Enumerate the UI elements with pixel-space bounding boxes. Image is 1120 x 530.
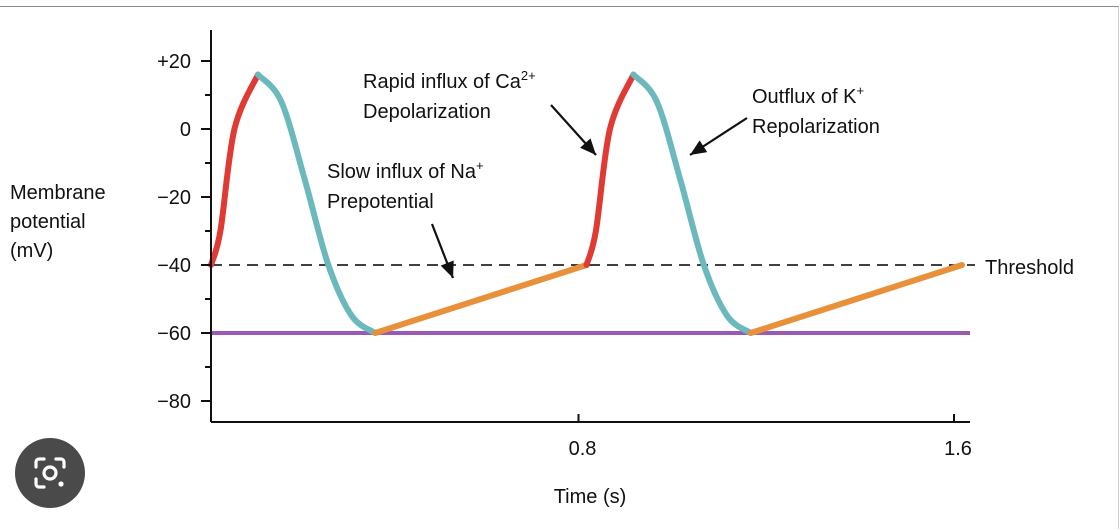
x-tick-label: 1.6	[944, 438, 972, 460]
y-tick-label: +20	[157, 51, 191, 73]
y-tick-label: −40	[157, 255, 191, 277]
google-lens-icon	[34, 457, 66, 489]
lens-search-button[interactable]	[15, 438, 85, 508]
repolarization-arrow-head	[690, 140, 708, 155]
x-tick-label: 0.8	[569, 438, 597, 460]
image-frame	[0, 6, 1119, 529]
repolarization-annotation-line2: Repolarization	[752, 116, 880, 138]
curve-segment-4	[583, 71, 637, 268]
depolarization-annotation-line1: Rapid influx of Ca2+	[363, 68, 536, 93]
y-tick-label: −60	[157, 323, 191, 345]
prepotential-annotation-line1: Slow influx of Na+	[327, 158, 484, 183]
threshold-label: Threshold	[985, 257, 1074, 279]
curve-segment-6	[747, 262, 965, 336]
y-axis-label-line: Membrane	[10, 182, 106, 204]
prepotential-annotation-line2: Prepotential	[327, 191, 434, 213]
curve-segment-5	[630, 71, 754, 336]
x-axis-label: Time (s)	[554, 486, 627, 508]
y-axis-label-line: (mV)	[10, 240, 53, 262]
repolarization-annotation-line1: Outflux of K+	[752, 83, 864, 108]
curve-segment-1	[208, 71, 261, 268]
depolarization-arrow-head	[580, 138, 596, 155]
depolarization-annotation-line2: Depolarization	[363, 101, 491, 123]
curve-segment-3	[372, 262, 590, 336]
y-tick-label: −80	[157, 391, 191, 413]
prepotential-arrow-head	[440, 260, 454, 278]
y-tick-label: 0	[180, 119, 191, 141]
y-tick-label: −20	[157, 187, 191, 209]
curve-segment-2	[254, 71, 379, 336]
y-axis-label-line: potential	[10, 211, 86, 233]
